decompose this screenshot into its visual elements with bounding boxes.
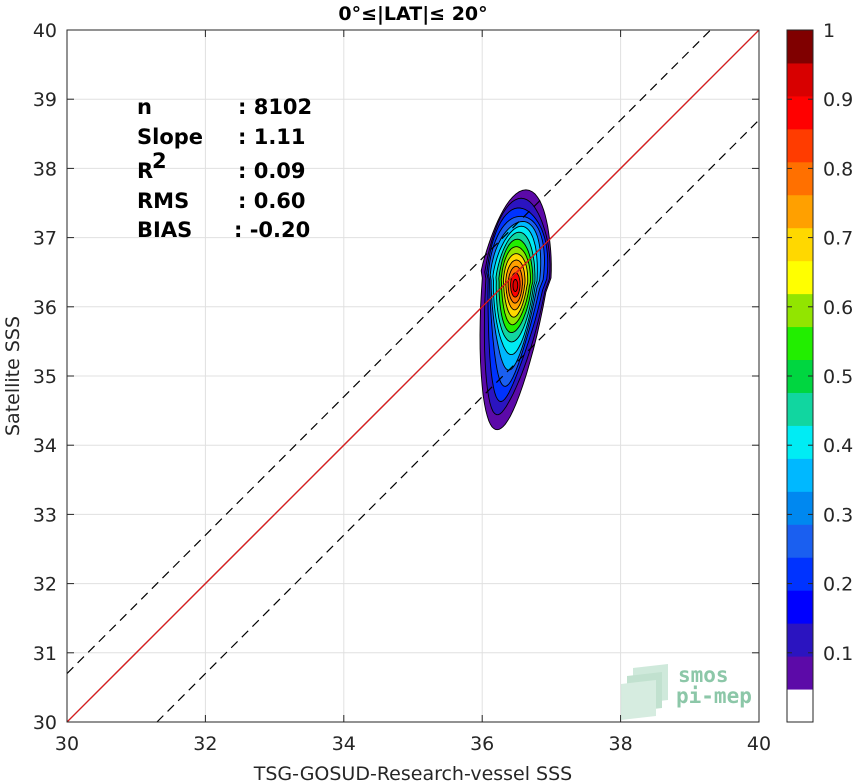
colorbar-segment [787,623,813,657]
x-tick-label: 30 [55,733,79,755]
stat-value: : -0.20 [234,218,310,242]
y-tick-label: 35 [33,366,57,388]
colorbar-tick-label: 0.1 [823,643,853,665]
y-tick-label: 33 [33,504,57,526]
y-tick-label: 39 [33,89,57,111]
colorbar-segment [787,557,813,591]
colorbar-segment [787,392,813,426]
chart-title: 0°≤|LAT|≤ 20° [338,3,487,25]
colorbar-segment [787,491,813,525]
colorbar-segment [787,95,813,130]
colorbar-segment [787,227,813,262]
stat-value: : 0.60 [238,189,306,213]
colorbar-segment [787,30,813,64]
stats-block: n : 8102 Slope : 1.11 R2 : 0.09 RMS : 0.60 BIAS:… [137,95,312,242]
colorbar-segment [787,326,813,361]
stat-label: R [137,159,153,183]
y-tick-label: 34 [33,435,57,457]
stat-value: : 8102 [238,95,312,119]
y-tick-label: 36 [33,297,57,319]
logo-text-bottom: pi-mep [676,684,752,708]
x-tick-label: 38 [609,733,633,755]
colorbar: 0.1 0.2 0.3 0.4 0.5 0.6 0.7 0.8 0.9 1 [786,20,853,723]
colorbar-tick-label: 0.9 [823,89,853,111]
y-tick-label: 38 [33,158,57,180]
colorbar-tick-label: 1 [823,20,835,42]
stat-label: BIAS [137,218,192,242]
colorbar-segment [787,656,813,690]
x-tick-label: 40 [747,733,771,755]
identity-plus-offset-line [66,29,711,674]
axis-ticks: 30 32 34 36 38 40 30 31 32 33 34 35 36 37 38 39 40 [33,20,771,755]
x-tick-label: 32 [193,733,217,755]
colorbar-tick-label: 0.6 [823,297,853,319]
colorbar-segment [787,458,813,492]
y-axis-label: Satellite SSS [2,316,24,436]
colorbar-segment [787,128,813,163]
x-tick-label: 36 [470,733,494,755]
colorbar-segment [787,590,813,624]
y-tick-label: 30 [33,712,57,734]
y-tick-label: 37 [33,228,57,250]
reference-lines [66,29,760,723]
identity-minus-offset-line [156,119,760,723]
logo-text-top: smos [678,663,729,687]
colorbar-segment [787,161,813,196]
stat-label: RMS [137,189,189,213]
y-tick-label: 31 [33,643,57,665]
colorbar-segment [787,293,813,328]
colorbar-segment [787,194,813,229]
colorbar-tick-label: 0.3 [823,504,853,526]
regression-line [66,29,760,723]
smos-pi-mep-logo: smos pi-mep [621,663,752,720]
colorbar-tick-label: 0.2 [823,574,853,596]
colorbar-tick-label: 0.8 [823,158,853,180]
stat-superscript: 2 [152,149,167,173]
colorbar-segment [787,260,813,295]
stat-value: : 1.11 [238,125,306,149]
colorbar-segment [787,425,813,459]
x-axis-label: TSG-GOSUD-Research-vessel SSS [253,763,573,784]
y-tick-label: 40 [33,20,57,42]
colorbar-segment [787,62,813,97]
stat-label: Slope [137,125,203,149]
stat-label: n [137,95,152,119]
colorbar-segment [787,524,813,558]
colorbar-tick-label: 0.7 [823,228,853,250]
stat-value: : 0.09 [238,159,306,183]
colorbar-tick-label: 0.5 [823,366,853,388]
x-tick-label: 34 [332,733,356,755]
density-contour [512,278,519,292]
colorbar-tick-label: 0.4 [823,435,853,457]
y-tick-label: 32 [33,574,57,596]
colorbar-segment [787,689,813,723]
density-contours [479,189,552,431]
